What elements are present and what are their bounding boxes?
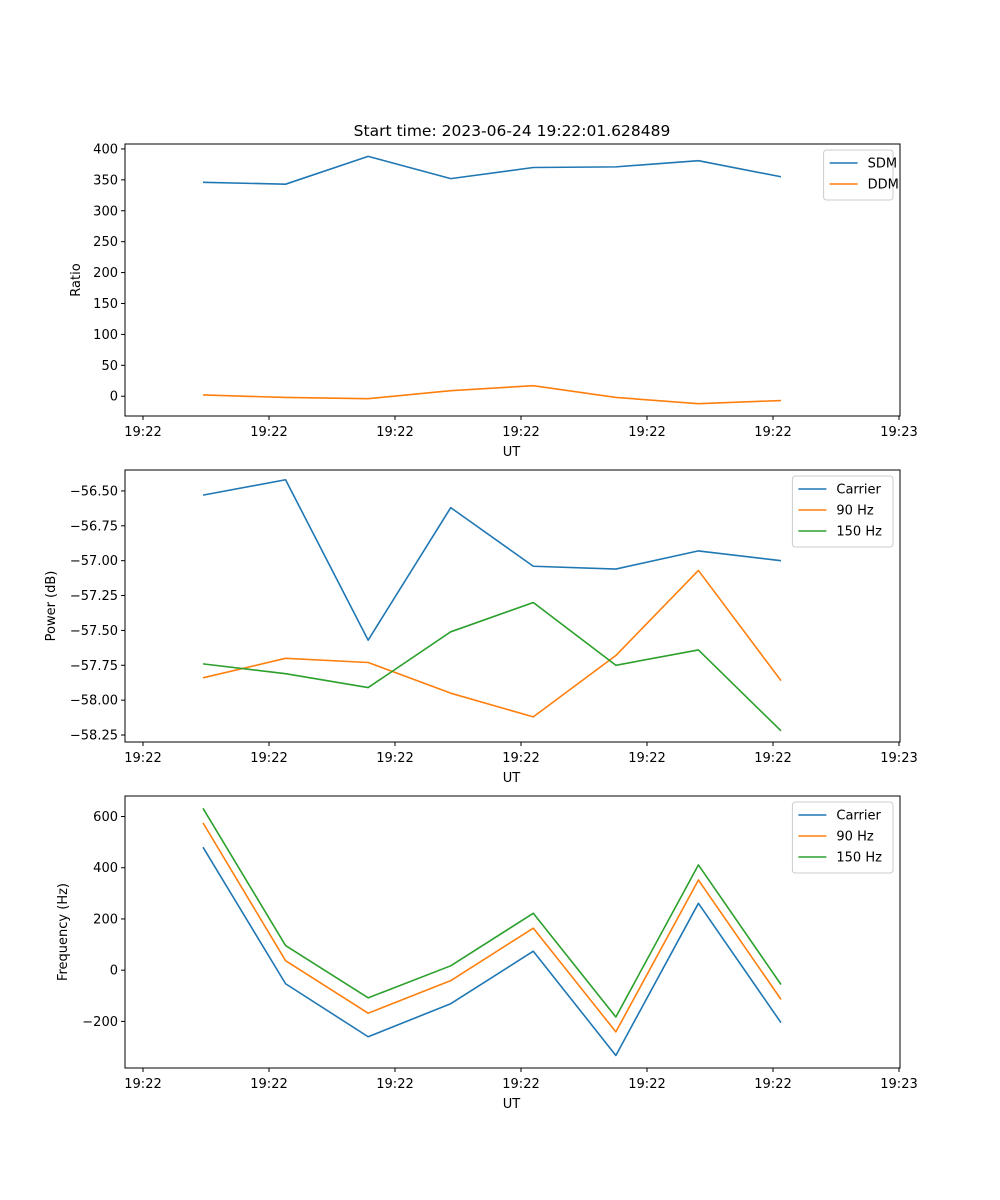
y-tick-label: 300 xyxy=(93,204,118,219)
legend: SDM DDM xyxy=(823,149,899,201)
legend: Carrier 90 Hz 150 Hz xyxy=(791,475,894,548)
x-tick-label: 19:22 xyxy=(376,425,413,440)
y-tick-label: −57.00 xyxy=(70,554,118,569)
y-tick-label: 600 xyxy=(93,810,118,825)
y-axis-label: Power (dB) xyxy=(44,571,59,642)
plot-area-frame xyxy=(124,469,901,743)
series-line-sdm xyxy=(202,155,782,185)
x-tick-label: 19:22 xyxy=(754,425,791,440)
series-line-90-hz xyxy=(202,569,782,718)
legend-entry: DDM xyxy=(868,178,899,193)
x-axis-label: UT xyxy=(503,1097,521,1112)
legend-entry: 150 Hz xyxy=(836,851,882,866)
x-tick-label: 19:22 xyxy=(124,425,161,440)
x-tick-label: 19:22 xyxy=(628,1077,665,1092)
y-tick-label: 0 xyxy=(110,964,118,979)
series-line-carrier xyxy=(202,846,782,1057)
y-tick-label: 250 xyxy=(93,235,118,250)
chart-panel-3: −200 0 200 400 600 19:22 19:22 19:22 19:22 19:22 1… xyxy=(56,795,918,1112)
x-tick-label: 19:22 xyxy=(250,751,287,766)
plot-area-frame xyxy=(124,143,901,417)
series-line-90-hz xyxy=(202,822,782,1033)
series-line-ddm xyxy=(202,384,782,405)
y-axis-label: Ratio xyxy=(69,263,84,296)
y-tick-label: 400 xyxy=(93,142,118,157)
y-axis-label: Frequency (Hz) xyxy=(56,883,71,981)
chart-panel-2: −58.25 −58.00 −57.75 −57.50 −57.25 −57.00 −56.… xyxy=(44,469,918,786)
x-tick-label: 19:23 xyxy=(880,425,917,440)
y-tick-label: −57.75 xyxy=(70,659,118,674)
x-tick-label: 19:22 xyxy=(502,1077,539,1092)
legend-box xyxy=(791,475,894,548)
x-tick-label: 19:22 xyxy=(754,1077,791,1092)
x-tick-label: 19:22 xyxy=(250,425,287,440)
legend: Carrier 90 Hz 150 Hz xyxy=(791,801,894,874)
legend-entry: 90 Hz xyxy=(836,504,873,519)
legend-box xyxy=(791,801,894,874)
x-tick-label: 19:22 xyxy=(628,751,665,766)
x-tick-label: 19:23 xyxy=(880,1077,917,1092)
legend-entry: 90 Hz xyxy=(836,830,873,845)
y-tick-label: 150 xyxy=(93,297,118,312)
x-axis-label: UT xyxy=(503,771,521,786)
series-line-150-hz xyxy=(202,601,782,732)
figure-title: Start time: 2023-06-24 19:22:01.628489 xyxy=(354,122,671,140)
y-tick-label: 50 xyxy=(101,359,118,374)
y-tick-label: −58.00 xyxy=(70,694,118,709)
plot-area-frame xyxy=(124,795,901,1069)
x-tick-label: 19:22 xyxy=(376,751,413,766)
y-tick-label: −57.50 xyxy=(70,624,118,639)
x-tick-label: 19:22 xyxy=(124,751,161,766)
y-tick-label: −56.50 xyxy=(70,484,118,499)
y-tick-label: 0 xyxy=(110,390,118,405)
y-tick-label: −58.25 xyxy=(70,729,118,744)
y-tick-label: 200 xyxy=(93,266,118,281)
charts-container: 0 50 100 150 200 250 300 350 400 19:22 19:22 19:22 1… xyxy=(44,142,918,1112)
x-tick-label: 19:22 xyxy=(754,751,791,766)
x-tick-label: 19:22 xyxy=(502,751,539,766)
x-tick-label: 19:22 xyxy=(250,1077,287,1092)
legend-entry: Carrier xyxy=(836,483,881,498)
x-tick-label: 19:22 xyxy=(124,1077,161,1092)
y-tick-label: −57.25 xyxy=(70,589,118,604)
x-axis-label: UT xyxy=(503,445,521,460)
y-tick-label: 350 xyxy=(93,173,118,188)
x-tick-label: 19:23 xyxy=(880,751,917,766)
y-tick-label: 400 xyxy=(93,861,118,876)
chart-panel-1: 0 50 100 150 200 250 300 350 400 19:22 19:22 19:22 1… xyxy=(69,142,918,460)
y-tick-label: 100 xyxy=(93,328,118,343)
legend-entry: 150 Hz xyxy=(836,525,882,540)
legend-entry: Carrier xyxy=(836,809,881,824)
x-tick-label: 19:22 xyxy=(502,425,539,440)
y-tick-label: −200 xyxy=(82,1015,118,1030)
legend-entry: SDM xyxy=(868,157,897,172)
series-line-150-hz xyxy=(202,807,782,1018)
x-tick-label: 19:22 xyxy=(376,1077,413,1092)
x-tick-label: 19:22 xyxy=(628,425,665,440)
y-tick-label: −56.75 xyxy=(70,519,118,534)
series-line-carrier xyxy=(202,478,782,641)
y-tick-label: 200 xyxy=(93,912,118,927)
